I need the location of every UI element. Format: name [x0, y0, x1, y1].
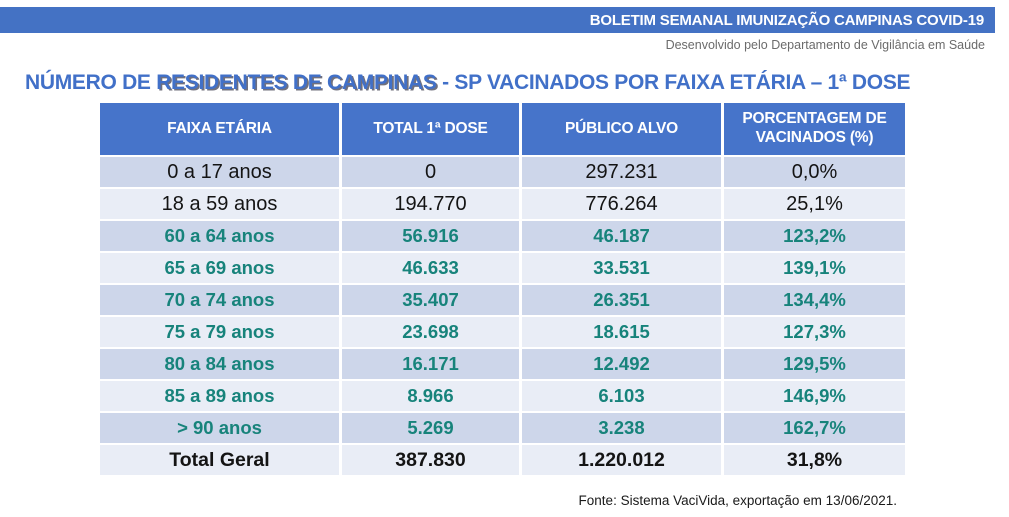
cell-publico-alvo: 18.615 [522, 315, 724, 347]
header-faixa-etaria: FAIXA ETÁRIA [100, 103, 342, 155]
cell-porcentagem: 127,3% [724, 315, 905, 347]
table-row: 65 a 69 anos 46.633 33.531 139,1% [100, 251, 905, 283]
cell-faixa-etaria: 60 a 64 anos [100, 219, 342, 251]
cell-publico-alvo: 12.492 [522, 347, 724, 379]
cell-faixa-etaria: 65 a 69 anos [100, 251, 342, 283]
cell-porcentagem: 134,4% [724, 283, 905, 315]
cell-publico-alvo: 776.264 [522, 187, 724, 219]
cell-faixa-etaria: 18 a 59 anos [100, 187, 342, 219]
table-header: FAIXA ETÁRIA TOTAL 1ª DOSE PÚBLICO ALVO … [100, 103, 905, 155]
cell-porcentagem: 0,0% [724, 155, 905, 187]
banner-subtitle: Desenvolvido pelo Departamento de Vigilâ… [665, 38, 985, 52]
cell-publico-alvo: 33.531 [522, 251, 724, 283]
table-row: 80 a 84 anos 16.171 12.492 129,5% [100, 347, 905, 379]
table-row: 18 a 59 anos 194.770 776.264 25,1% [100, 187, 905, 219]
cell-porcentagem: 146,9% [724, 379, 905, 411]
cell-faixa-etaria: 80 a 84 anos [100, 347, 342, 379]
cell-faixa-etaria: > 90 anos [100, 411, 342, 443]
table-row: 75 a 79 anos 23.698 18.615 127,3% [100, 315, 905, 347]
cell-publico-alvo: 26.351 [522, 283, 724, 315]
cell-porcentagem: 162,7% [724, 411, 905, 443]
header-total-1a-dose: TOTAL 1ª DOSE [342, 103, 522, 155]
table-body: 0 a 17 anos 0 297.231 0,0% 18 a 59 anos … [100, 155, 905, 475]
cell-publico-alvo: 3.238 [522, 411, 724, 443]
cell-publico-alvo: 46.187 [522, 219, 724, 251]
cell-faixa-etaria: 85 a 89 anos [100, 379, 342, 411]
vaccination-table: FAIXA ETÁRIA TOTAL 1ª DOSE PÚBLICO ALVO … [100, 103, 905, 475]
table-header-row: FAIXA ETÁRIA TOTAL 1ª DOSE PÚBLICO ALVO … [100, 103, 905, 155]
cell-faixa-etaria: 70 a 74 anos [100, 283, 342, 315]
cell-porcentagem: 31,8% [724, 443, 905, 475]
cell-total-dose: 16.171 [342, 347, 522, 379]
cell-faixa-etaria: Total Geral [100, 443, 342, 475]
cell-total-dose: 56.916 [342, 219, 522, 251]
page-title: NÚMERO DE RESIDENTES DE CAMPINAS - SP VA… [25, 71, 911, 95]
table-row-total: Total Geral 387.830 1.220.012 31,8% [100, 443, 905, 475]
table-row: 85 a 89 anos 8.966 6.103 146,9% [100, 379, 905, 411]
cell-total-dose: 8.966 [342, 379, 522, 411]
source-note: Fonte: Sistema VaciVida, exportação em 1… [578, 493, 897, 508]
cell-publico-alvo: 6.103 [522, 379, 724, 411]
cell-faixa-etaria: 75 a 79 anos [100, 315, 342, 347]
cell-total-dose: 35.407 [342, 283, 522, 315]
cell-total-dose: 23.698 [342, 315, 522, 347]
table-row: 60 a 64 anos 56.916 46.187 123,2% [100, 219, 905, 251]
cell-porcentagem: 129,5% [724, 347, 905, 379]
cell-total-dose: 46.633 [342, 251, 522, 283]
banner-title: BOLETIM SEMANAL IMUNIZAÇÃO CAMPINAS COVI… [589, 11, 984, 29]
cell-faixa-etaria: 0 a 17 anos [100, 155, 342, 187]
table-row: 70 a 74 anos 35.407 26.351 134,4% [100, 283, 905, 315]
page-title-prefix: NÚMERO DE [25, 71, 157, 94]
page-title-suffix: - SP VACINADOS POR FAIXA ETÁRIA – 1ª DOS… [436, 71, 911, 94]
table-row: 0 a 17 anos 0 297.231 0,0% [100, 155, 905, 187]
cell-total-dose: 194.770 [342, 187, 522, 219]
cell-porcentagem: 139,1% [724, 251, 905, 283]
cell-total-dose: 0 [342, 155, 522, 187]
top-banner: BOLETIM SEMANAL IMUNIZAÇÃO CAMPINAS COVI… [0, 7, 995, 33]
cell-porcentagem: 25,1% [724, 187, 905, 219]
table-row: > 90 anos 5.269 3.238 162,7% [100, 411, 905, 443]
cell-total-dose: 387.830 [342, 443, 522, 475]
header-publico-alvo: PÚBLICO ALVO [522, 103, 724, 155]
header-porcentagem: PORCENTAGEM DE VACINADOS (%) [724, 103, 905, 155]
cell-total-dose: 5.269 [342, 411, 522, 443]
cell-publico-alvo: 297.231 [522, 155, 724, 187]
cell-publico-alvo: 1.220.012 [522, 443, 724, 475]
page-title-highlight: RESIDENTES DE CAMPINAS [156, 71, 437, 94]
cell-porcentagem: 123,2% [724, 219, 905, 251]
